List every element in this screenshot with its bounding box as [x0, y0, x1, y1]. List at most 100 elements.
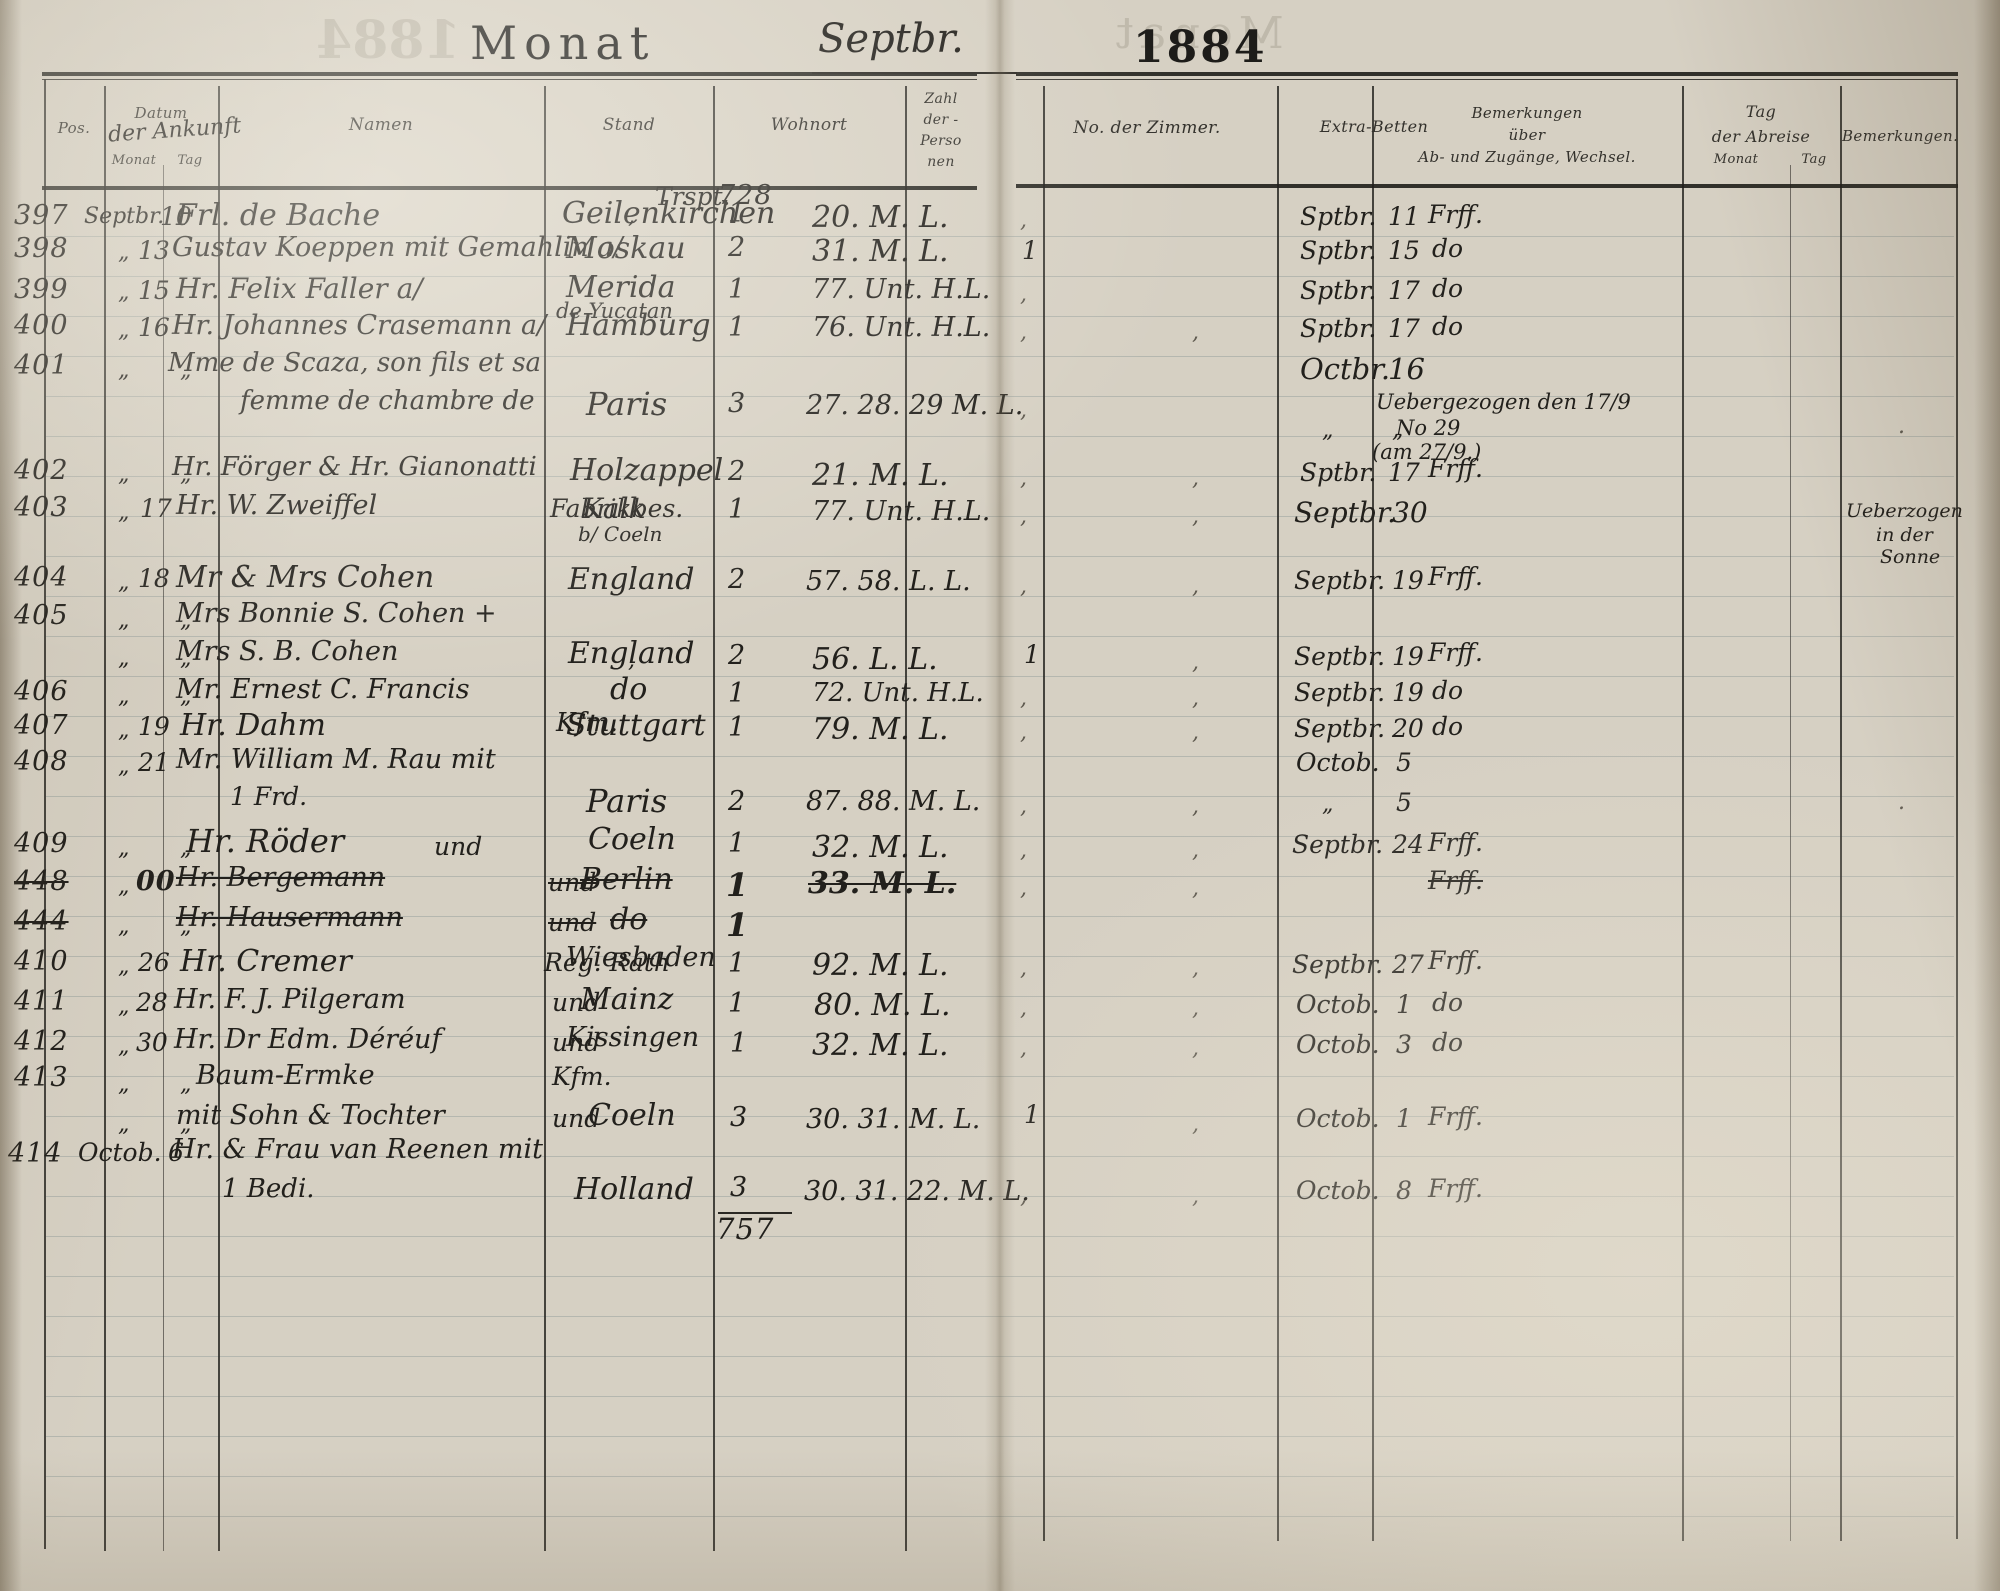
table-row: Paris [586, 385, 668, 423]
table-row: 1 [1024, 1100, 1040, 1129]
table-row: 56. L. L. [812, 642, 938, 677]
table-row: „ [1322, 418, 1334, 443]
table-row: „ [180, 608, 192, 633]
table-row: Hr. Bergemann [176, 862, 386, 893]
table-row: „ [180, 646, 192, 671]
month-underline [812, 72, 1017, 74]
col-header-zahl-2: der - [923, 112, 959, 128]
table-row: 411 [14, 986, 69, 1017]
col-header-abreise-1: Tag [1745, 102, 1777, 121]
col-sep-stand [713, 86, 715, 1551]
table-row: Kfm. [556, 708, 618, 738]
table-row: 11 [1388, 202, 1420, 231]
table-row: 32. M. L. [812, 1028, 949, 1063]
table-row: , [628, 204, 635, 229]
table-row: England [568, 636, 695, 671]
table-row: Octob. [1296, 990, 1380, 1019]
table-row: , [1020, 282, 1027, 307]
table-row: 57. 58. L. L. [806, 566, 971, 597]
table-row: 402 [14, 455, 69, 486]
table-row: Frff. [1428, 200, 1483, 229]
table-row: „ [118, 358, 130, 383]
table-row: 79. M. L. [812, 712, 949, 747]
table-row: Septbr. [1292, 830, 1384, 859]
table-row: 5 [1396, 748, 1412, 777]
table-row: , [1192, 504, 1199, 529]
table-row: Coeln [588, 822, 676, 857]
table-row: „ [118, 1112, 130, 1137]
table-row: Hr. Röder [186, 822, 345, 860]
row-rule [46, 676, 1954, 677]
row-rule [46, 1516, 1954, 1517]
row-rule [46, 916, 1954, 917]
table-row: b/ Coeln [578, 522, 663, 546]
table-row: 18 [138, 564, 170, 593]
row-rule [46, 636, 1954, 637]
table-row: Septbr. [1294, 678, 1386, 707]
table-row: 10 [160, 202, 192, 231]
frame-right [1956, 79, 1958, 1539]
table-row: , [1020, 208, 1027, 233]
table-row: Hr. Felix Faller a/ [176, 272, 423, 305]
table-row: Frff. [1428, 1102, 1483, 1131]
table-row: 30 [136, 1028, 168, 1057]
col-header-namen: Namen [348, 115, 414, 135]
table-row: 397 [14, 200, 69, 231]
table-row: 00 [136, 866, 176, 897]
col-header-datum: Datum [134, 104, 188, 122]
table-row: 16 [1388, 352, 1425, 386]
table-row: Berlin [580, 862, 673, 897]
table-row: Septbr. [1294, 496, 1397, 529]
table-row: Hr. F. J. Pilgeram [174, 984, 406, 1015]
table-row: Mrs Bonnie S. Cohen + [176, 598, 497, 629]
table-row: , [1192, 650, 1199, 675]
table-row: Sptbr. [1300, 236, 1377, 265]
table-row: Reg. Rath [544, 948, 670, 977]
table-row: 413 [14, 1062, 69, 1093]
table-row: England [568, 562, 695, 597]
table-row: 80. M. L. [814, 988, 951, 1023]
table-row: Septbr. [1292, 950, 1384, 979]
table-row: , [1192, 876, 1199, 901]
table-row: do [1432, 274, 1464, 303]
table-row: do [1432, 712, 1464, 741]
col-header-zahl-3: Perso [920, 133, 962, 149]
col-header-abreise-monat: Monat [1713, 152, 1759, 167]
table-row: 77. Unt. H.L. [812, 496, 991, 527]
table-row: 33. M. L. [808, 866, 957, 901]
table-row: 17 [1388, 314, 1420, 343]
table-row: 401 [14, 350, 69, 381]
table-row: „ [180, 836, 192, 861]
table-row: Geilenkirchen [562, 196, 776, 231]
table-row: 1 [1396, 990, 1412, 1019]
table-row: „ [118, 994, 130, 1019]
row-rule [46, 236, 1954, 237]
col-header-wechsel-2: über [1508, 126, 1546, 144]
row-rule [46, 316, 1954, 317]
table-row: „ [1322, 792, 1334, 817]
table-row: , [1020, 1036, 1027, 1061]
table-row: 87. 88. M. L. [806, 786, 981, 817]
table-row: 20. M. L. [812, 200, 949, 235]
table-row: 20 [1392, 714, 1424, 743]
table-row: 405 [14, 600, 69, 631]
table-row: Mr. William M. Rau mit [176, 744, 496, 775]
table-row: Ueberzogen [1846, 500, 1963, 522]
row-rule [46, 1436, 1954, 1437]
table-row: in der [1876, 524, 1933, 546]
table-row: „ [118, 462, 130, 487]
table-row: 399 [14, 274, 69, 305]
table-row: , [1020, 876, 1027, 901]
table-row: Sptbr. [1300, 202, 1377, 231]
col-header-stand: Stand [602, 115, 656, 135]
table-row: Hamburg [566, 308, 711, 343]
table-row: Hr. Dr Edm. Déréuf [174, 1024, 442, 1055]
table-row: „ [118, 1034, 130, 1059]
table-row: 6 [168, 1138, 184, 1167]
table-row: 1 [1396, 1104, 1412, 1133]
handwritten-month: Septbr. [818, 16, 964, 62]
row-rule [46, 756, 1954, 757]
table-row: 1 [728, 198, 747, 229]
table-row: do [1432, 234, 1464, 263]
table-row: 3 [730, 1172, 749, 1203]
